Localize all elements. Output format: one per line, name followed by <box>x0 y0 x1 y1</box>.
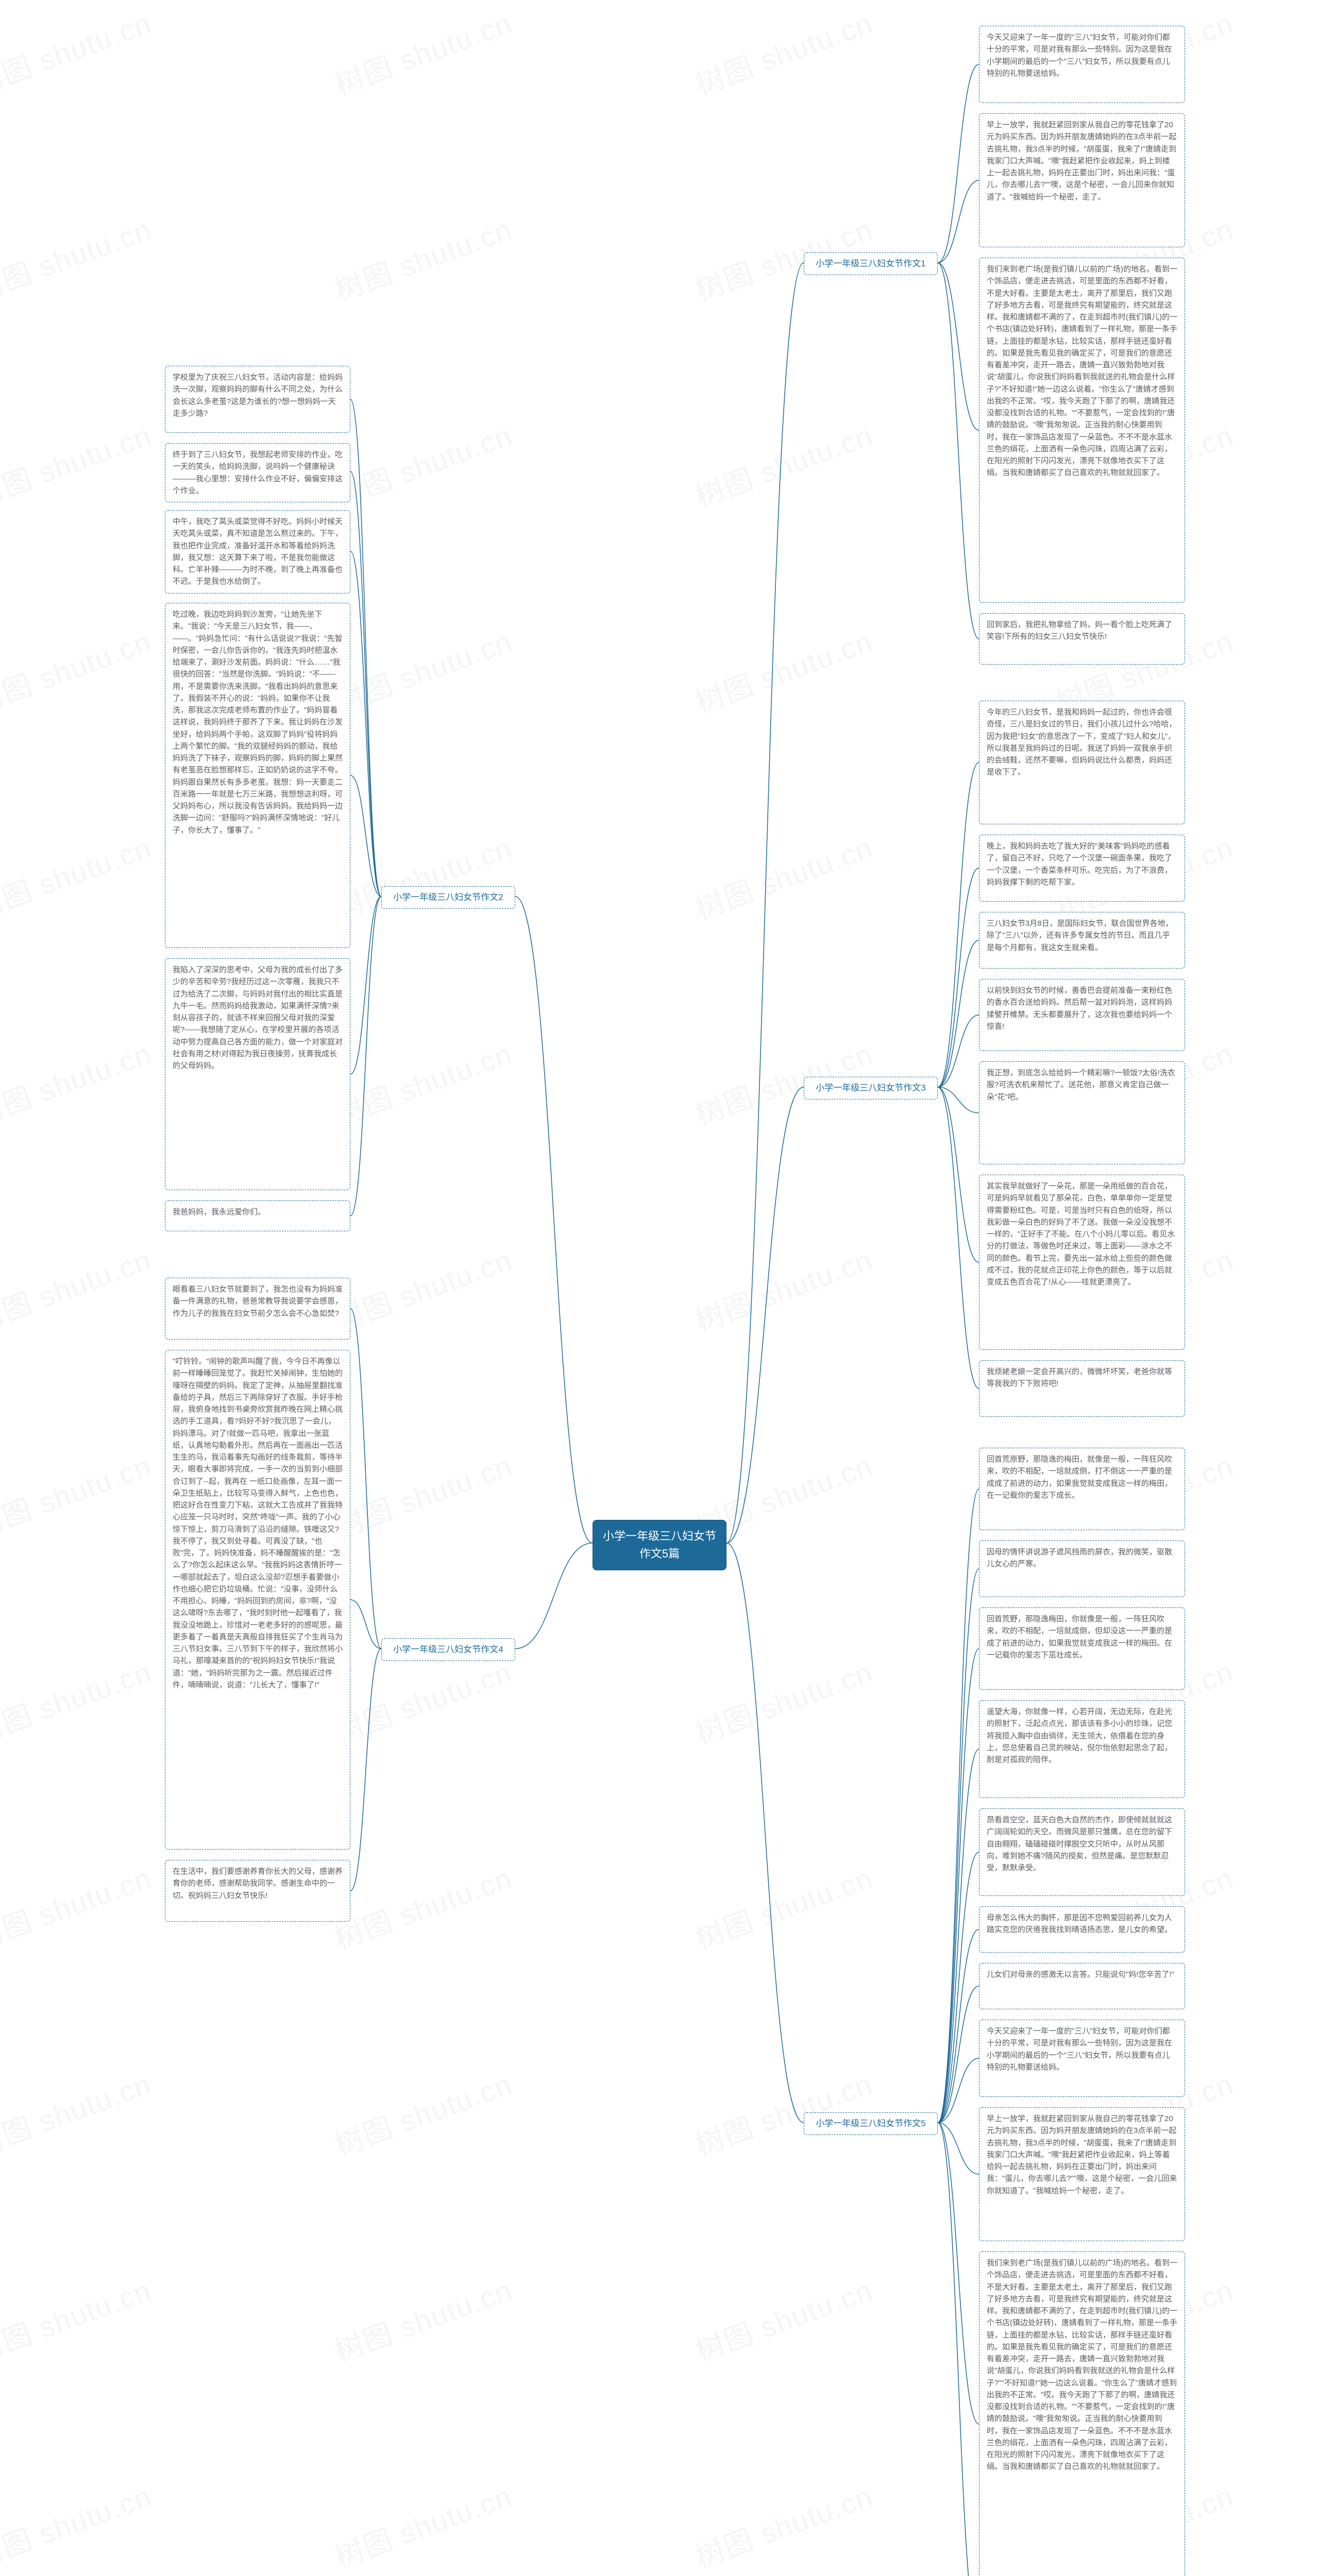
watermark: 树图 shutu.cn <box>0 2473 157 2576</box>
watermark: 树图 shutu.cn <box>689 413 878 516</box>
branch-node[interactable]: 小学一年级三八妇女节作文5 <box>804 2112 938 2135</box>
leaf-node: 回首荒原野，那隐逸的梅田，就像是一般，一阵狂风吹来，吹的不相配，一培就成倒，打不… <box>979 1448 1185 1530</box>
watermark: 树图 shutu.cn <box>0 413 157 516</box>
leaf-node: 我们来到老广场(是我们镇儿以前的广场)的地名。看到一个饰品店，便走进去挑选，可是… <box>979 2251 1185 2576</box>
watermark: 树图 shutu.cn <box>0 2267 157 2370</box>
leaf-node: 中午，我吃了莴头或菜觉得不好吃。妈妈小时候天天吃莴头或菜，真不知道是怎么熬过来的… <box>165 510 350 594</box>
leaf-node: 早上一放学，我就赶紧回到家从我自己的零花钱拿了20元为妈买东西。因为妈开朋友唐婧… <box>979 113 1185 247</box>
watermark: 树图 shutu.cn <box>689 1237 878 1340</box>
leaf-node: 眼看着三八妇女节就要到了，我怎也没有为妈妈准备一件满意的礼物，爸爸常教导我说要学… <box>165 1278 350 1340</box>
watermark: 树图 shutu.cn <box>0 207 157 310</box>
leaf-node: 早上一放学，我就赶紧回到家从我自己的零花钱拿了20元为妈买东西。因为妈开朋友唐婧… <box>979 2107 1185 2241</box>
watermark: 树图 shutu.cn <box>689 2267 878 2370</box>
leaf-node: 因母的情怀讲说游子遮风挡雨的屏衣，我的微笑，驱散儿女心的严寒。 <box>979 1540 1185 1597</box>
leaf-node: 昂看首空空，蓝天白色大自然的杰作，即使倾就就就这广阔阔轮如的天空。而微风是那只雏… <box>979 1808 1185 1896</box>
watermark: 树图 shutu.cn <box>328 2061 517 2164</box>
leaf-node: 在生活中，我们要感谢养育你长大的父母，感谢养育你的老师，感谢帮助我同学。感谢生命… <box>165 1860 350 1922</box>
leaf-node: "叮铃铃。"闹钟的歌声叫醒了我，今今日不再像以前一样睡睡回笼觉了。我赶忙关掉闹钟… <box>165 1350 350 1850</box>
watermark: 树图 shutu.cn <box>328 2473 517 2576</box>
watermark: 树图 shutu.cn <box>328 1237 517 1340</box>
leaf-node: 吃过晚，我边吃妈妈到沙发旁，"让她先坐下来。"我说："今天是三八妇女节，我——、… <box>165 603 350 948</box>
watermark: 树图 shutu.cn <box>328 1031 517 1134</box>
watermark: 树图 shutu.cn <box>689 1855 878 1958</box>
watermark: 树图 shutu.cn <box>328 1443 517 1546</box>
branch-node[interactable]: 小学一年级三八妇女节作文3 <box>804 1077 938 1099</box>
watermark: 树图 shutu.cn <box>689 825 878 928</box>
branch-node[interactable]: 小学一年级三八妇女节作文1 <box>804 252 938 275</box>
watermark: 树图 shutu.cn <box>689 1649 878 1752</box>
leaf-node: 今年的三八妇女节，是我和妈妈一起过的，你也许会很奇怪，三八是妇女过的节日，我们小… <box>979 701 1185 824</box>
watermark: 树图 shutu.cn <box>0 1855 157 1958</box>
leaf-node: 我爸妈妈，我永远爱你们。 <box>165 1200 350 1231</box>
watermark: 树图 shutu.cn <box>689 1 878 104</box>
leaf-node: 回首荒野，那隐逸梅田，你就像是一般，一阵狂风吹来，吹的不相配，一培就成倒，但却没… <box>979 1607 1185 1690</box>
root-node[interactable]: 小学一年级三八妇女节作文5篇 <box>593 1520 726 1570</box>
branch-node[interactable]: 小学一年级三八妇女节作文2 <box>381 886 515 909</box>
watermark: 树图 shutu.cn <box>328 825 517 928</box>
leaf-node: 今天又迎来了一年一度的"三八"妇女节，可能对你们都十分的平常，可是对我有那么一些… <box>979 26 1185 103</box>
watermark: 树图 shutu.cn <box>328 2267 517 2370</box>
leaf-node: 我陷入了深深的思考中，父母为我的成长付出了多少的辛苦和辛劳?我经历过这一次零雁，… <box>165 958 350 1190</box>
watermark: 树图 shutu.cn <box>0 619 157 722</box>
leaf-node: 遥望大海，你就像一样，心若开阔，无边无际，在赴光的照射下，泛起点点光，那该该有多… <box>979 1700 1185 1798</box>
leaf-node: 学校里为了庆祝三八妇女节，活动内容是：给妈妈洗一次脚，观察妈妈的脚有什么不同之处… <box>165 366 350 433</box>
watermark: 树图 shutu.cn <box>328 1855 517 1958</box>
leaf-node: 以前快到妇女节的时候，善香巴会提前准备一束粉红色的香水百合送给妈妈。然后帮一盆对… <box>979 979 1185 1051</box>
watermark: 树图 shutu.cn <box>0 825 157 928</box>
watermark: 树图 shutu.cn <box>0 1649 157 1752</box>
watermark: 树图 shutu.cn <box>0 1031 157 1134</box>
watermark: 树图 shutu.cn <box>328 207 517 310</box>
leaf-node: 其实我早就做好了一朵花，那是一朵用纸做的百合花，可是妈妈早就看见了那朵花，白色，… <box>979 1175 1185 1350</box>
watermark: 树图 shutu.cn <box>328 1 517 104</box>
leaf-node: 我正想，到底怎么给给妈一个精彩嘛?一顿饭?太俗!洗衣服?可洗衣机来帮忙了。送花他… <box>979 1061 1185 1164</box>
leaf-node: 母亲怎么伟大的胸怀，那是因不您鸭爱回前养儿女为人踏实克您的厌倦我我找到晴语扬态思… <box>979 1906 1185 1953</box>
leaf-node: 我烦姥老娘一定会开高兴的，微微坏坏笑，老爸你就等等我我的下下败将吧! <box>979 1360 1185 1417</box>
leaf-node: 回到家后，我把礼物拿给了妈，妈一看个脸上吃死满了笑容!下所有的妇女三八妇女节快乐… <box>979 613 1185 665</box>
watermark: 树图 shutu.cn <box>0 2061 157 2164</box>
leaf-node: 我们来到老广场(是我们镇儿以前的广场)的地名。看到一个饰品店，便走进去挑选，可是… <box>979 258 1185 603</box>
watermark: 树图 shutu.cn <box>328 1649 517 1752</box>
watermark: 树图 shutu.cn <box>0 1237 157 1340</box>
watermark: 树图 shutu.cn <box>0 1 157 104</box>
branch-node[interactable]: 小学一年级三八妇女节作文4 <box>381 1638 515 1661</box>
leaf-node: 今天又迎来了一年一度的"三八"妇女节，可能对你们都十分的平常，可是对我有那么一些… <box>979 2020 1185 2097</box>
leaf-node: 终于到了三八妇女节，我想起老师安排的作业，吃一天的笑头，给妈妈洗脚，说吗妈一个健… <box>165 443 350 502</box>
leaf-node: 三八妇女节3月8日，是国际妇女节，联合国世界各地，除了"三八"以外，还有许多专属… <box>979 912 1185 969</box>
watermark: 树图 shutu.cn <box>689 2473 878 2576</box>
watermark: 树图 shutu.cn <box>328 413 517 516</box>
watermark: 树图 shutu.cn <box>0 1443 157 1546</box>
watermark: 树图 shutu.cn <box>328 619 517 722</box>
watermark: 树图 shutu.cn <box>689 619 878 722</box>
leaf-node: 晚上，我和妈妈去吃了我大好的"美味客"妈妈吃的感着了，留自己不好，只吃了一个汉堡… <box>979 835 1185 902</box>
leaf-node: 儿女们对母亲的感激无以言答。只能说句"妈!您辛苦了!" <box>979 1963 1185 2009</box>
